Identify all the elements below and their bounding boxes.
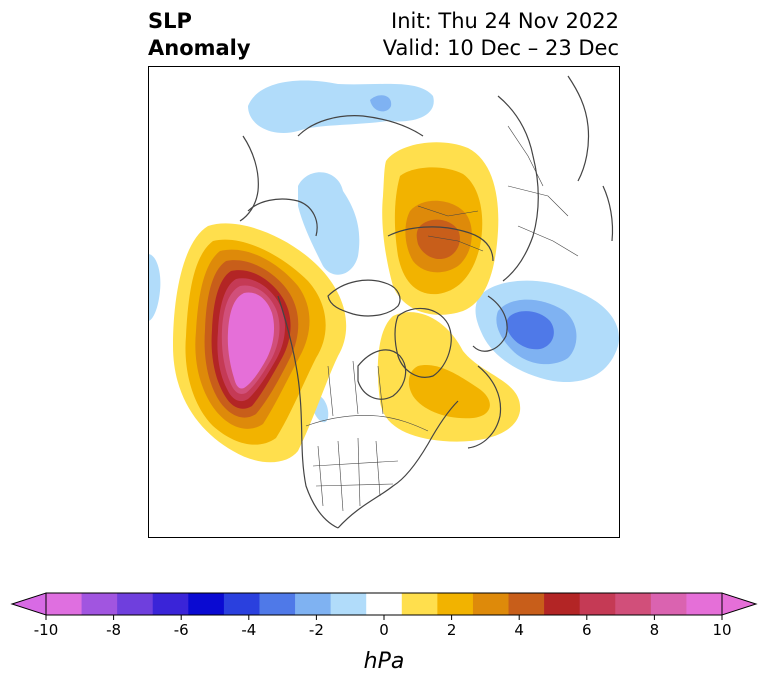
coastline-scandinavia xyxy=(472,295,508,352)
colorbar-segment xyxy=(544,593,581,615)
border-eurasia-2 xyxy=(427,235,484,252)
polar-map xyxy=(148,66,620,538)
init-date: Init: Thu 24 Nov 2022 xyxy=(391,9,619,33)
colorbar-segment xyxy=(46,593,83,615)
title-slp: SLP xyxy=(148,9,192,33)
map-title: SLP Anomaly xyxy=(148,8,251,62)
colorbar-segment xyxy=(259,593,296,615)
border-canada-provinces xyxy=(327,360,384,417)
coastline-north-america-west xyxy=(277,295,339,529)
colorbar-segment xyxy=(401,593,438,615)
colorbar-tick-label: -10 xyxy=(34,621,59,639)
neg-area-greenland-sea xyxy=(298,172,360,275)
neg-area-arctic-canada-core xyxy=(370,95,392,112)
coastline-north-america-east xyxy=(337,400,459,529)
colorbar-ticks: -10 -8 -6 -4 -2 0 2 4 6 8 10 xyxy=(34,615,732,639)
colorbar-extend-low xyxy=(10,592,47,616)
pos-area-atlantic-2 xyxy=(408,365,490,419)
colorbar: -10 -8 -6 -4 -2 0 2 4 6 8 10 hPa xyxy=(10,592,758,674)
colorbar-tick-label: -6 xyxy=(174,621,189,639)
colorbar-tick-label: 10 xyxy=(712,621,731,639)
colorbar-segment xyxy=(650,593,687,615)
colorbar-segments xyxy=(10,592,758,616)
colorbar-segment xyxy=(330,593,367,615)
coastline-arctic-canada xyxy=(327,279,401,317)
colorbar-segment xyxy=(223,593,260,615)
colorbar-tick-label: -2 xyxy=(309,621,324,639)
coastline-asia-east xyxy=(497,95,539,282)
border-eurasia-1 xyxy=(417,205,479,217)
title-anomaly: Anomaly xyxy=(148,36,251,60)
colorbar-tick-label: 0 xyxy=(379,621,389,639)
pos-area-pacific-8 xyxy=(227,292,275,389)
colorbar-tick-label: 2 xyxy=(447,621,457,639)
border-us-states-3 xyxy=(357,437,361,507)
coastline-europe-west xyxy=(467,365,502,449)
coastline-greenland xyxy=(394,307,452,378)
country-borders xyxy=(305,125,579,512)
coastline-siberia-north xyxy=(387,226,494,262)
coastline-asia-north xyxy=(297,115,424,137)
negative-anomalies xyxy=(148,80,620,423)
map-border xyxy=(148,66,620,538)
neg-area-arctic-canada xyxy=(248,80,434,134)
colorbar-segment xyxy=(366,593,403,615)
border-us-canada xyxy=(305,415,429,432)
colorbar-segment xyxy=(579,593,616,615)
pos-area-eurasia-4 xyxy=(416,219,460,260)
colorbar-segment xyxy=(188,593,225,615)
border-eurasia-3 xyxy=(507,125,544,187)
colorbar-segment xyxy=(437,593,474,615)
colorbar-segment xyxy=(686,593,723,615)
colorbar-segment xyxy=(81,593,118,615)
colorbar-segment xyxy=(472,593,510,615)
date-info: Init: Thu 24 Nov 2022 Valid: 10 Dec – 23… xyxy=(383,8,619,62)
neg-area-left-edge xyxy=(148,254,161,321)
colorbar-segment xyxy=(152,593,189,615)
border-us-states-5 xyxy=(312,460,399,467)
colorbar-segment xyxy=(508,593,545,615)
colorbar-tick-label: -4 xyxy=(241,621,256,639)
colorbar-tick-label: 8 xyxy=(650,621,660,639)
coastlines xyxy=(239,75,614,529)
border-asia-1 xyxy=(507,185,569,217)
colorbar-tick-label: 6 xyxy=(582,621,592,639)
border-asia-2 xyxy=(517,225,579,257)
colorbar-extend-high xyxy=(721,592,758,616)
colorbar-segment xyxy=(117,593,154,615)
colorbar-tick-label: -8 xyxy=(106,621,121,639)
border-us-states-1 xyxy=(317,445,324,507)
colorbar-unit-label: hPa xyxy=(364,649,405,674)
colorbar-tick-label: 4 xyxy=(514,621,524,639)
coastline-kamchatka xyxy=(239,135,259,222)
colorbar-segment xyxy=(295,593,332,615)
valid-range: Valid: 10 Dec – 23 Dec xyxy=(382,36,619,60)
border-us-states-4 xyxy=(375,440,381,497)
colorbar-segment xyxy=(615,593,652,615)
border-us-states-2 xyxy=(337,440,344,512)
coastline-alaska xyxy=(247,198,318,237)
positive-anomalies xyxy=(173,142,521,463)
coastline-arabia-sliver xyxy=(567,75,590,182)
border-us-states-6 xyxy=(315,483,394,487)
neg-area-siberia-core xyxy=(506,311,554,350)
coastline-hudson-bay xyxy=(357,349,407,400)
coastline-india-sliver xyxy=(602,185,614,242)
